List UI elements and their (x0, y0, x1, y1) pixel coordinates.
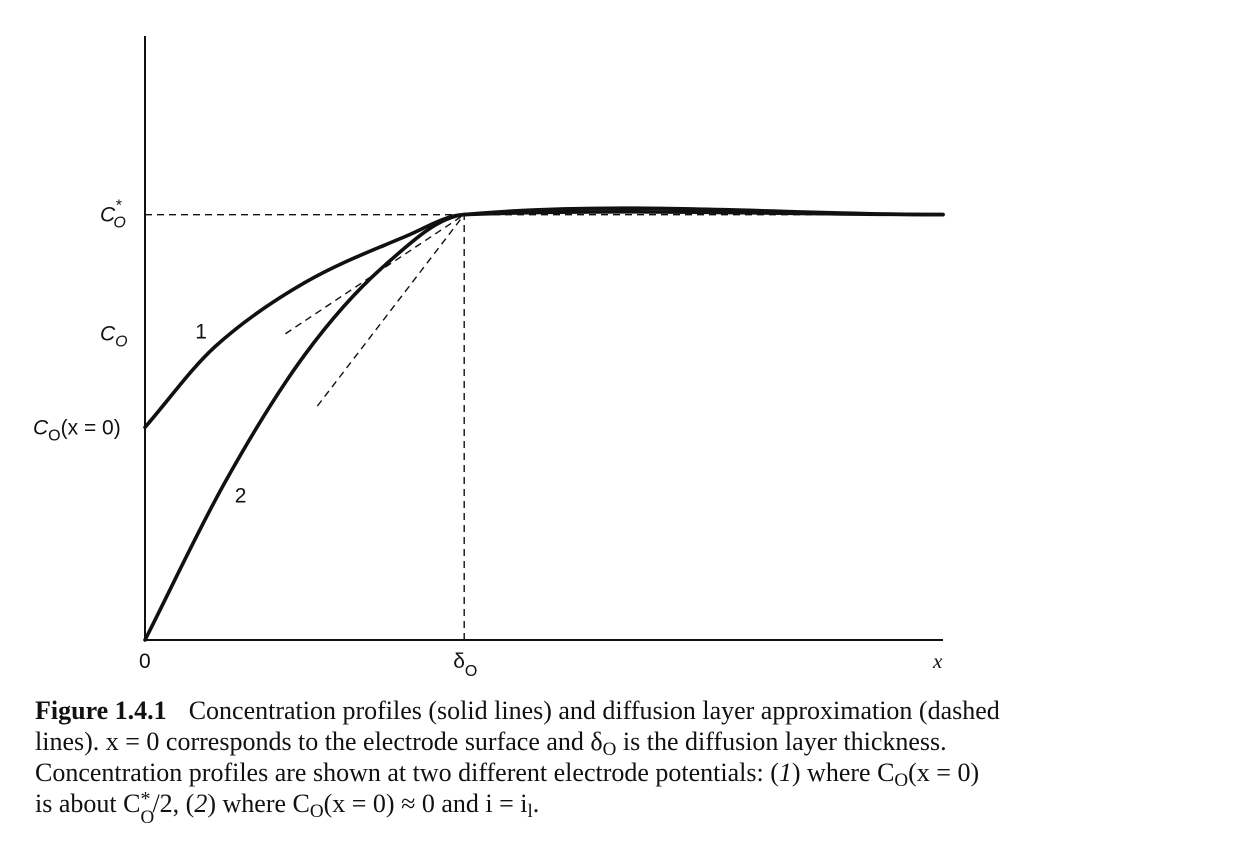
caption-line-2b: is the diffusion layer thickness. (616, 727, 947, 756)
y-tick-surface-arg: (x = 0) (61, 416, 121, 439)
caption-line-4a: is about C (35, 789, 141, 818)
caption-line-2a: lines). x = 0 corresponds to the electro… (35, 727, 603, 756)
caption-line-4e: . (532, 789, 540, 818)
y-tick-bulk-star: * (115, 198, 122, 215)
caption-line-4c: ) where C (207, 789, 310, 818)
caption-line-3c: (x = 0) (908, 758, 980, 787)
series-group (143, 206, 945, 642)
approximation-line-2 (316, 214, 465, 407)
caption-c-subscript-1: O (894, 770, 909, 791)
axes (144, 36, 943, 641)
y-tick-bulk-subscript: O (113, 215, 125, 232)
y-tick-label-surface: CO(x = 0) (33, 416, 121, 444)
y-tick-bulk-c: C (100, 204, 116, 227)
x-tick-delta-subscript: O (465, 663, 477, 680)
curve-2-label: 2 (235, 485, 247, 508)
x-tick-label-delta: δO (453, 650, 477, 680)
x-tick-label-0: 0 (139, 650, 151, 673)
caption-o-subscript: O (140, 807, 155, 828)
x-axis-label: x (932, 649, 943, 673)
x-tick-delta-symbol: δ (453, 650, 465, 673)
caption-potential-1: 1 (778, 758, 792, 787)
curve-1-label: 1 (195, 321, 207, 344)
figure-caption: Figure 1.4.1 Concentration profiles (soli… (35, 695, 1225, 828)
y-tick-surface-c: C (33, 416, 49, 439)
y-tick-surface-subscript: O (48, 427, 60, 444)
caption-figure-label: Figure 1.4.1 (35, 696, 167, 725)
y-tick-co-subscript: O (115, 334, 127, 351)
caption-c-subscript-2: O (309, 801, 324, 822)
profile-curve-1 (143, 210, 945, 430)
caption-line-4b: /2, ( (152, 789, 195, 818)
caption-bulk-concentration-scripts: * O (140, 788, 154, 828)
y-tick-label-bulk: C* O (100, 198, 126, 232)
reference-lines (145, 213, 943, 640)
y-tick-co-c: C (100, 323, 116, 346)
caption-star-superscript: * (140, 788, 151, 810)
caption-line-3a: Concentration profiles are shown at two … (35, 758, 779, 787)
caption-delta-subscript: O (602, 739, 617, 760)
caption-line-1: Concentration profiles (solid lines) and… (188, 696, 1000, 725)
y-tick-label-co: CO (100, 323, 128, 351)
caption-i-subscript: l (527, 801, 533, 822)
caption-line-4d: (x = 0) ≈ 0 and i = i (323, 789, 528, 818)
profile-curve-2 (143, 206, 945, 642)
caption-line-3b: ) where C (791, 758, 895, 787)
caption-potential-2: 2 (194, 789, 208, 818)
